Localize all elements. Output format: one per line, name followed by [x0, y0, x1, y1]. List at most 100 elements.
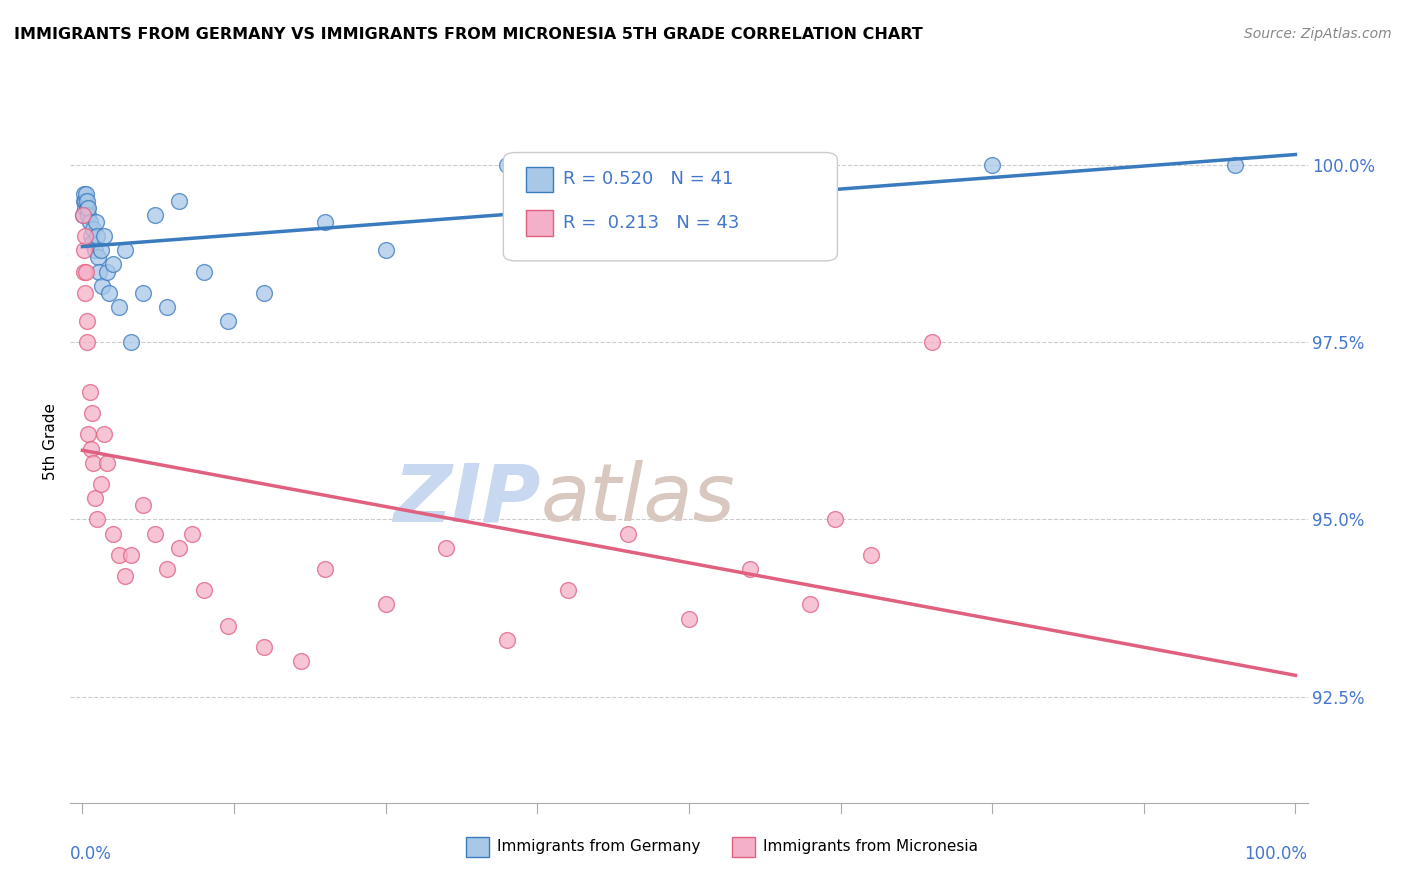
Point — [76, 314, 98, 328]
Point — [79, 384, 101, 399]
Point — [73, 285, 96, 300]
Point — [859, 548, 882, 562]
Point — [617, 526, 640, 541]
Point — [75, 264, 97, 278]
Point — [76, 194, 98, 208]
Y-axis label: 5th Grade: 5th Grade — [44, 403, 59, 480]
Point — [82, 456, 104, 470]
Point — [180, 526, 202, 541]
Point — [72, 208, 94, 222]
FancyBboxPatch shape — [467, 837, 488, 857]
Point — [156, 562, 179, 576]
Point — [132, 285, 155, 300]
Point — [72, 194, 94, 208]
Point — [374, 598, 396, 612]
Point — [82, 222, 104, 236]
FancyBboxPatch shape — [733, 837, 755, 857]
Point — [290, 654, 312, 668]
Point — [114, 569, 136, 583]
Point — [193, 583, 215, 598]
Point — [73, 186, 96, 201]
Point — [98, 285, 121, 300]
Point — [253, 285, 276, 300]
Point — [83, 244, 105, 258]
Point — [108, 300, 131, 314]
Point — [193, 264, 215, 278]
Point — [557, 583, 579, 598]
Point — [77, 208, 100, 222]
Text: Source: ZipAtlas.com: Source: ZipAtlas.com — [1244, 27, 1392, 41]
FancyBboxPatch shape — [526, 167, 553, 193]
Point — [77, 427, 100, 442]
Point — [83, 491, 105, 506]
Text: R = 0.520   N = 41: R = 0.520 N = 41 — [562, 170, 733, 188]
Point — [80, 229, 103, 244]
Point — [132, 498, 155, 512]
Point — [156, 300, 179, 314]
Point — [75, 186, 97, 201]
Point — [93, 427, 115, 442]
Point — [101, 526, 124, 541]
Point — [434, 541, 457, 555]
Point — [1223, 158, 1246, 172]
Point — [76, 201, 98, 215]
Point — [86, 512, 108, 526]
Point — [82, 236, 104, 251]
Point — [72, 208, 94, 222]
Point — [72, 264, 94, 278]
FancyBboxPatch shape — [503, 153, 838, 260]
Point — [90, 244, 112, 258]
Point — [75, 194, 97, 208]
Point — [79, 215, 101, 229]
Point — [96, 456, 118, 470]
Text: R =  0.213   N = 43: R = 0.213 N = 43 — [562, 213, 740, 232]
Point — [374, 244, 396, 258]
Point — [93, 229, 115, 244]
Text: Immigrants from Micronesia: Immigrants from Micronesia — [763, 839, 979, 855]
Point — [76, 335, 98, 350]
Point — [108, 548, 131, 562]
Point — [738, 562, 761, 576]
Point — [73, 201, 96, 215]
Text: atlas: atlas — [540, 460, 735, 539]
Point — [87, 251, 110, 265]
Text: IMMIGRANTS FROM GERMANY VS IMMIGRANTS FROM MICRONESIA 5TH GRADE CORRELATION CHAR: IMMIGRANTS FROM GERMANY VS IMMIGRANTS FR… — [14, 27, 922, 42]
Point — [89, 264, 111, 278]
Point — [101, 257, 124, 271]
Point — [82, 406, 104, 420]
Point — [314, 562, 336, 576]
Point — [114, 244, 136, 258]
Point — [143, 208, 166, 222]
Text: ZIP: ZIP — [394, 460, 540, 539]
Point — [921, 335, 943, 350]
FancyBboxPatch shape — [526, 211, 553, 235]
Point — [253, 640, 276, 654]
Point — [981, 158, 1004, 172]
Point — [77, 201, 100, 215]
Point — [678, 158, 700, 172]
Point — [169, 541, 191, 555]
Point — [496, 158, 519, 172]
Text: 100.0%: 100.0% — [1244, 846, 1308, 863]
Point — [169, 194, 191, 208]
Point — [120, 335, 142, 350]
Point — [314, 215, 336, 229]
Point — [120, 548, 142, 562]
Text: 0.0%: 0.0% — [70, 846, 112, 863]
Point — [824, 512, 846, 526]
Point — [217, 618, 239, 632]
Point — [143, 526, 166, 541]
Point — [90, 278, 112, 293]
Point — [84, 215, 107, 229]
Point — [75, 229, 97, 244]
Text: Immigrants from Germany: Immigrants from Germany — [498, 839, 700, 855]
Point — [86, 229, 108, 244]
Point — [90, 477, 112, 491]
Point — [80, 442, 103, 456]
Point — [96, 264, 118, 278]
Point — [496, 632, 519, 647]
Point — [73, 244, 96, 258]
Point — [799, 598, 821, 612]
Point — [678, 612, 700, 626]
Point — [217, 314, 239, 328]
